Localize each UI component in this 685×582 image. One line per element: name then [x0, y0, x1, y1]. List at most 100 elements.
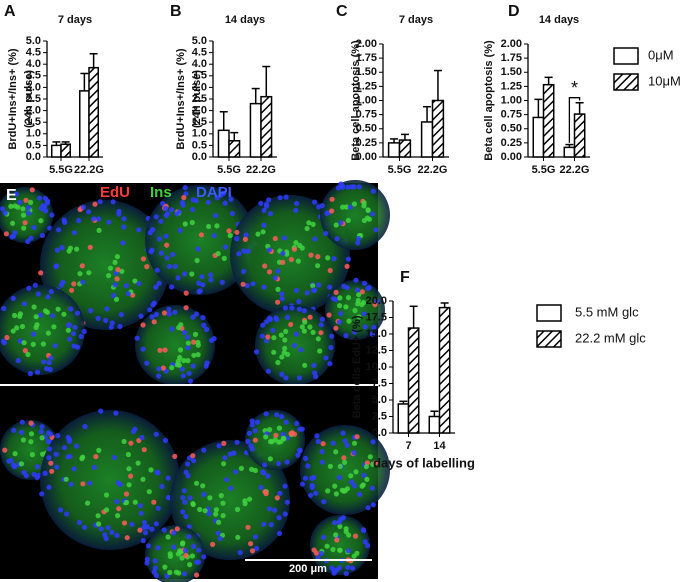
- cell-nucleus: [334, 567, 340, 573]
- cell-nucleus: [171, 544, 177, 550]
- cell-nucleus: [31, 471, 37, 477]
- cell-nucleus: [33, 324, 39, 330]
- cell-nucleus: [156, 236, 163, 242]
- cell-nucleus: [249, 422, 255, 428]
- y-tick-label: 0.00: [356, 151, 377, 163]
- cell-nucleus: [17, 338, 23, 344]
- cell-nucleus: [31, 224, 37, 231]
- bar: [573, 113, 586, 158]
- y-tick-label: 0.25: [356, 137, 377, 149]
- cell-nucleus: [361, 217, 367, 224]
- cell-nucleus: [20, 437, 26, 443]
- cell-nucleus: [48, 355, 54, 361]
- cell-nucleus: [332, 520, 338, 526]
- cell-nucleus: [102, 532, 108, 538]
- cell-nucleus: [323, 355, 329, 361]
- cell-nucleus: [74, 246, 80, 252]
- legend-label: 5.5 mM glc: [575, 304, 639, 319]
- cell-nucleus: [151, 319, 157, 325]
- cell-nucleus: [179, 555, 185, 561]
- cell-nucleus: [161, 310, 168, 316]
- cell-nucleus: [186, 370, 192, 376]
- cell-nucleus: [12, 230, 18, 236]
- cell-nucleus: [202, 508, 208, 514]
- cell-nucleus: [362, 280, 368, 286]
- cell-nucleus: [337, 523, 343, 530]
- cell-nucleus: [283, 375, 289, 381]
- cell-nucleus: [173, 569, 179, 575]
- cell-nucleus: [98, 526, 104, 532]
- cell-nucleus: [33, 314, 39, 320]
- cell-nucleus: [132, 278, 138, 284]
- cell-nucleus: [347, 204, 353, 210]
- cell-nucleus: [45, 294, 51, 300]
- cell-nucleus: [49, 468, 55, 474]
- cell-nucleus: [265, 473, 271, 479]
- cell-nucleus: [279, 414, 285, 420]
- cell-nucleus: [332, 483, 338, 489]
- cell-nucleus: [305, 463, 311, 469]
- cell-nucleus: [315, 336, 321, 342]
- cell-nucleus: [345, 548, 351, 554]
- bar: [217, 129, 230, 158]
- cell-nucleus: [252, 534, 259, 540]
- stain-label: Ins: [150, 184, 172, 201]
- cell-nucleus: [206, 223, 212, 230]
- cell-nucleus: [185, 345, 191, 351]
- cell-nucleus: [186, 534, 192, 540]
- cell-nucleus: [193, 311, 200, 317]
- cell-nucleus: [46, 430, 52, 436]
- cell-nucleus: [169, 207, 175, 213]
- chart-title: 7 days: [399, 14, 433, 26]
- cell-nucleus: [88, 308, 94, 314]
- cell-nucleus: [183, 305, 189, 311]
- cell-nucleus: [200, 282, 206, 288]
- cell-nucleus: [267, 427, 273, 433]
- cell-nucleus: [307, 314, 313, 320]
- cell-nucleus: [26, 210, 32, 216]
- cell-nucleus: [293, 240, 299, 246]
- cell-nucleus: [344, 442, 350, 448]
- cell-nucleus: [361, 472, 367, 478]
- cell-nucleus: [54, 464, 60, 470]
- cell-nucleus: [42, 470, 48, 476]
- bar: [51, 144, 62, 158]
- cell-nucleus: [301, 328, 307, 334]
- cell-nucleus: [176, 325, 182, 331]
- legend-label: 10μM: [648, 73, 681, 88]
- cell-nucleus: [80, 481, 86, 487]
- y-tick-label: 4.5: [192, 47, 207, 59]
- cell-nucleus: [160, 365, 166, 371]
- cell-nucleus: [110, 293, 117, 299]
- cell-nucleus: [77, 271, 83, 277]
- cell-nucleus: [171, 530, 177, 536]
- cell-nucleus: [265, 334, 271, 340]
- y-tick-label: 0.25: [501, 137, 522, 149]
- cell-nucleus: [336, 474, 342, 481]
- microscopy-image: [0, 180, 390, 582]
- cell-nucleus: [325, 255, 331, 261]
- y-tick-label: 2.5: [372, 410, 387, 422]
- cell-nucleus: [62, 219, 68, 225]
- cell-nucleus: [190, 314, 196, 320]
- cell-nucleus: [25, 238, 31, 245]
- cell-nucleus: [345, 184, 351, 190]
- cell-nucleus: [195, 339, 201, 345]
- cell-nucleus: [21, 340, 27, 346]
- islet: [0, 187, 53, 243]
- cell-nucleus: [39, 435, 45, 441]
- cell-nucleus: [138, 510, 144, 516]
- cell-nucleus: [191, 339, 197, 345]
- cell-nucleus: [214, 223, 220, 229]
- cell-nucleus: [18, 461, 25, 467]
- cell-nucleus: [299, 324, 305, 330]
- cell-nucleus: [317, 348, 323, 354]
- cell-nucleus: [45, 330, 52, 336]
- islet: [145, 185, 255, 295]
- bar: [88, 66, 99, 158]
- cell-nucleus: [15, 357, 21, 364]
- cell-nucleus: [283, 419, 289, 425]
- cell-nucleus: [280, 250, 286, 256]
- y-tick-label: 0.50: [356, 123, 377, 135]
